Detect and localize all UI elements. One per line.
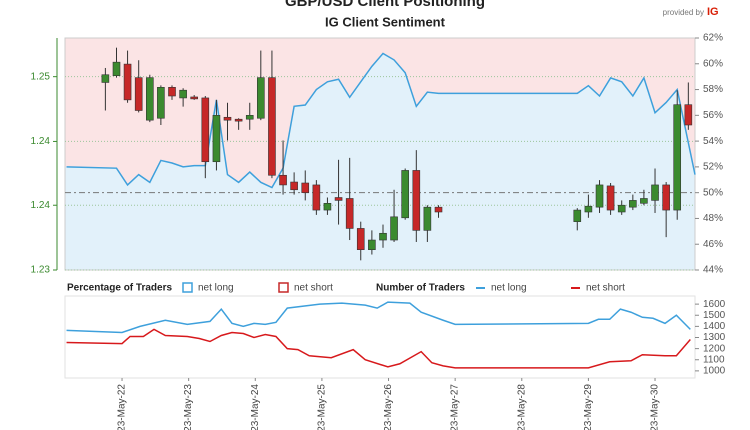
candle-body <box>179 89 187 99</box>
y2-tick-label: 58% <box>703 84 723 95</box>
y2-tick-label: 50% <box>703 187 723 198</box>
y2-tick-label: 54% <box>703 136 723 147</box>
candle-body <box>334 197 343 201</box>
y2-tick-label: 52% <box>703 162 723 173</box>
y-tick-label: 1200 <box>703 343 726 354</box>
candle-body <box>629 200 637 208</box>
y-tick-label: 1000 <box>703 366 726 377</box>
candle-body <box>423 206 432 231</box>
candle-body <box>290 181 298 191</box>
logo-brand: IG <box>707 6 719 18</box>
y-tick-label: 1300 <box>703 332 726 343</box>
candle-body <box>323 203 332 211</box>
candle-body <box>223 116 232 121</box>
x-tick-label: 2023-May-25 <box>316 384 327 430</box>
x-tick-label: 2023-May-30 <box>650 384 661 430</box>
logo-text: provided by <box>663 8 704 17</box>
traders-line <box>66 328 691 369</box>
candle-body <box>390 216 398 241</box>
y-tick-label: 1.24 <box>31 136 51 147</box>
candle-body <box>651 184 659 201</box>
x-tick-label: 2023-May-28 <box>516 384 527 430</box>
legend-label: net long <box>198 283 234 294</box>
candle-body <box>101 74 110 83</box>
candle-body <box>640 198 648 204</box>
candle-body <box>312 184 321 211</box>
y2-tick-label: 44% <box>703 265 723 276</box>
x-tick-label: 2023-May-26 <box>383 384 394 430</box>
plot-frame <box>64 295 696 379</box>
chart-title: GBP/USD Client Positioning <box>285 0 485 10</box>
net-long-area <box>65 53 695 270</box>
candle-body <box>234 118 243 122</box>
candle-body <box>190 96 198 100</box>
candle-body <box>673 104 682 211</box>
candle-body <box>412 170 421 231</box>
legend-label: net short <box>586 283 625 294</box>
y-tick-label: 1.25 <box>31 71 51 82</box>
y2-tick-label: 56% <box>703 110 723 121</box>
y2-tick-label: 48% <box>703 213 723 224</box>
traders-line <box>66 301 691 334</box>
y2-tick-label: 60% <box>703 58 723 69</box>
candle-body <box>573 209 582 222</box>
candle-body <box>401 170 409 219</box>
y-tick-label: 1.23 <box>31 265 51 276</box>
candle-body <box>595 184 604 208</box>
candle-body <box>606 185 615 211</box>
candle-body <box>345 198 354 229</box>
legend-title: Number of Traders <box>376 283 465 294</box>
legend-label: net short <box>294 283 333 294</box>
candle-body <box>279 174 287 186</box>
candle-body <box>212 115 221 163</box>
x-tick-label: 2023-May-27 <box>450 384 461 430</box>
candle-body <box>112 61 121 77</box>
y-tick-label: 1.24 <box>31 200 51 211</box>
y-tick-label: 1600 <box>703 299 726 310</box>
candle-body <box>146 77 154 121</box>
candle-body <box>684 104 693 126</box>
net-short-area <box>65 38 695 188</box>
x-tick-label: 2023-May-22 <box>117 384 128 430</box>
x-tick-label: 2023-May-24 <box>250 384 261 430</box>
chart-subtitle: IG Client Sentiment <box>325 14 446 29</box>
x-tick-label: 2023-May-29 <box>583 384 594 430</box>
y2-tick-label: 46% <box>703 239 723 250</box>
legend-title: Percentage of Traders <box>67 283 172 294</box>
legend-label: net long <box>491 283 527 294</box>
candle-body <box>434 206 443 213</box>
candle-body <box>584 205 593 213</box>
candle-body <box>257 77 265 119</box>
candle-body <box>662 184 670 211</box>
candle-body <box>368 239 376 251</box>
y-tick-label: 1400 <box>703 321 726 332</box>
y2-tick-label: 62% <box>703 33 723 44</box>
candle-body <box>379 232 387 241</box>
candle-body <box>201 97 210 163</box>
candle-body <box>268 77 276 176</box>
y-tick-label: 1500 <box>703 310 726 321</box>
x-tick-label: 2023-May-23 <box>183 384 194 430</box>
candle-body <box>245 115 254 120</box>
candle-body <box>617 204 626 213</box>
legend-swatch <box>278 282 289 293</box>
candle-body <box>168 87 176 97</box>
sentiment-line <box>66 52 696 189</box>
candle-body <box>123 63 132 101</box>
candle-body <box>134 77 143 111</box>
candle-body <box>301 182 310 193</box>
y-tick-label: 1100 <box>703 354 725 365</box>
candle-body <box>356 228 365 251</box>
candle-body <box>157 87 165 119</box>
legend-swatch <box>182 282 193 293</box>
